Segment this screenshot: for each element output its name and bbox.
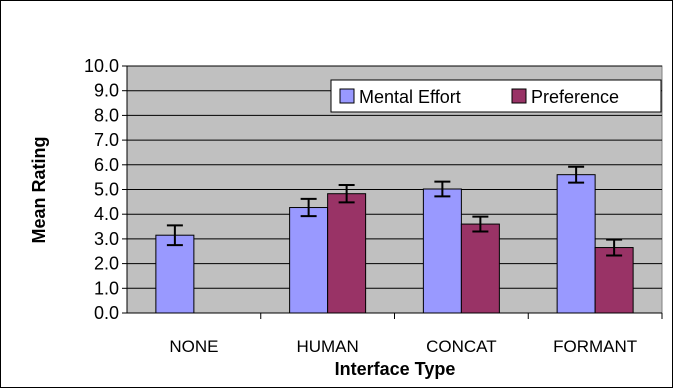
legend: Mental Effort Preference xyxy=(330,79,662,113)
y-tick-label: 7.0 xyxy=(94,130,119,150)
y-tick-label: 2.0 xyxy=(94,254,119,274)
x-tick-label: HUMAN xyxy=(296,337,358,356)
y-axis-label: Mean Rating xyxy=(29,136,49,243)
y-tick-label: 4.0 xyxy=(94,204,119,224)
error-bar xyxy=(338,184,355,204)
bar-mental-effort-formant xyxy=(556,174,596,314)
error-bars xyxy=(166,165,623,257)
bar-preference-concat xyxy=(460,223,500,314)
x-axis-ticks: NONE HUMAN CONCAT FORMANT xyxy=(169,313,663,356)
bars xyxy=(155,174,634,314)
y-tick-label: 10.0 xyxy=(84,56,119,76)
legend-swatch-mental-effort xyxy=(339,88,355,104)
y-tick-label: 5.0 xyxy=(94,180,119,200)
legend-label-mental-effort: Mental Effort xyxy=(359,87,461,107)
bar-preference-formant xyxy=(594,247,634,314)
y-axis-ticks: 0.0 1.0 2.0 3.0 4.0 5.0 6.0 7.0 8.0 9.0 10.0 xyxy=(84,56,127,323)
error-bar xyxy=(472,215,489,233)
legend-label-preference: Preference xyxy=(531,87,619,107)
y-tick-label: 0.0 xyxy=(94,303,119,323)
legend-swatch-preference xyxy=(511,88,527,104)
error-bar xyxy=(300,197,317,218)
legend-box xyxy=(330,79,662,113)
bar-mental-effort-human xyxy=(289,207,329,314)
x-tick-label: CONCAT xyxy=(426,337,497,356)
y-tick-label: 6.0 xyxy=(94,155,119,175)
x-axis-label: Interface Type xyxy=(335,359,456,379)
error-bar xyxy=(434,180,451,198)
error-bar xyxy=(166,224,183,247)
x-tick-label: FORMANT xyxy=(553,337,637,356)
bar-preference-human xyxy=(327,193,367,314)
error-bar xyxy=(568,165,585,184)
y-tick-label: 8.0 xyxy=(94,105,119,125)
y-tick-label: 9.0 xyxy=(94,81,119,101)
error-bar xyxy=(606,238,623,257)
y-tick-label: 1.0 xyxy=(94,278,119,298)
bar-mental-effort-concat xyxy=(422,188,462,314)
x-tick-label: NONE xyxy=(169,337,218,356)
y-tick-label: 3.0 xyxy=(94,229,119,249)
bar-mental-effort-none xyxy=(155,234,195,314)
